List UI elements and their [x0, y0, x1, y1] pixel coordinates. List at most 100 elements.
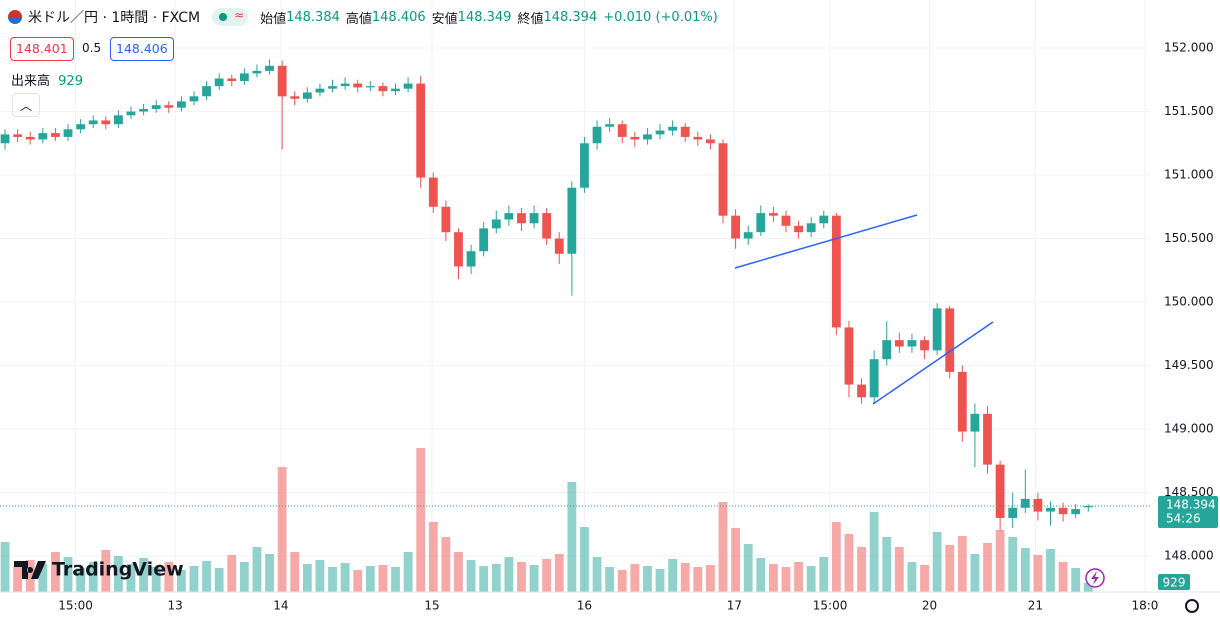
volume-bar: [907, 562, 917, 592]
candle-body: [176, 101, 186, 108]
candle-body: [504, 213, 514, 220]
y-tick-label: 149.500: [1164, 358, 1214, 372]
candle-body: [491, 219, 501, 229]
candle-body: [365, 86, 375, 88]
volume-bar: [139, 558, 149, 592]
x-tick-label: 18:0: [1131, 599, 1158, 613]
volume-legend: 出来高 929: [11, 70, 83, 89]
y-tick-label: 148.500: [1164, 485, 1214, 499]
volume-bar: [781, 567, 791, 592]
brand-logo: [14, 561, 46, 579]
candle-body: [920, 340, 929, 351]
candle-body: [668, 126, 678, 131]
volume-bar: [869, 512, 879, 592]
collapse-button[interactable]: ︿: [12, 93, 40, 117]
volume-bar: [983, 543, 992, 592]
brand: TradingView: [52, 559, 184, 581]
candle-body: [151, 105, 161, 109]
candle-body: [265, 65, 274, 71]
x-tick-label: 15:00: [58, 599, 93, 613]
candle-body: [592, 126, 602, 144]
bid[interactable]: 148.401: [10, 37, 74, 61]
candle-body: [113, 115, 123, 125]
candle-body: [1008, 507, 1018, 518]
y-tick-label: 150.000: [1164, 295, 1214, 309]
candle-body: [857, 384, 866, 398]
candle-body: [88, 120, 98, 125]
info-value: 148.394: [543, 9, 598, 25]
volume-bar: [454, 552, 463, 592]
volume-bar: [768, 564, 778, 592]
volume-bar: [189, 566, 199, 592]
volume-bar: [1008, 537, 1018, 592]
candle-body: [844, 327, 854, 385]
volume-bar: [214, 568, 224, 592]
volume-bar: [1046, 549, 1055, 592]
candle-body: [567, 187, 577, 254]
candle-body: [391, 88, 400, 92]
volume-bar: [403, 552, 413, 592]
candle-body: [466, 251, 476, 267]
candle-body: [214, 78, 224, 87]
volume-bar: [806, 566, 816, 592]
price-tag-value: 148.394: [1166, 498, 1216, 512]
volume-bar: [1083, 582, 1093, 592]
y-tick-label: 151.000: [1164, 168, 1214, 182]
volume-bar: [491, 564, 501, 592]
volume-bar: [315, 560, 325, 592]
candle-body: [378, 86, 388, 92]
volume-bar: [995, 530, 1005, 592]
candle-body: [0, 134, 10, 144]
candle-body: [1083, 506, 1093, 508]
candle-body: [189, 96, 199, 102]
volume-bar: [51, 552, 60, 592]
candle-body: [403, 83, 413, 89]
volume-bar: [1033, 555, 1043, 592]
candle-body: [302, 92, 312, 99]
candle-body: [353, 83, 363, 88]
candle-body: [63, 129, 73, 137]
candle-body: [1020, 498, 1030, 508]
candle-body: [416, 83, 426, 178]
volume-bar: [1058, 562, 1068, 592]
volume-bar: [113, 556, 123, 592]
volume-bar: [819, 557, 829, 592]
candle-body: [328, 86, 337, 89]
candle-body: [542, 213, 552, 239]
y-tick-label: 150.500: [1164, 231, 1214, 245]
volume-bar: [504, 557, 514, 592]
volume-bar: [655, 569, 665, 592]
x-tick-label: 15: [424, 599, 439, 613]
volume-bar: [353, 570, 363, 592]
volume-bar: [693, 567, 703, 592]
candle-body: [894, 340, 904, 347]
volume-bar: [605, 567, 615, 592]
candle-body: [970, 413, 980, 432]
volume-bar: [441, 537, 451, 592]
volume-bar: [882, 537, 892, 592]
volume-bar: [63, 557, 73, 592]
candle-body: [76, 124, 86, 130]
candle-body: [252, 70, 262, 74]
candle-body: [51, 133, 60, 137]
candle-body: [239, 73, 249, 82]
candle-body: [630, 136, 640, 140]
x-tick-label: 15:00: [813, 599, 848, 613]
candle-body: [340, 83, 350, 87]
candle-body: [164, 105, 174, 108]
volume-bar: [668, 559, 678, 592]
candle-body: [1058, 507, 1068, 515]
settings-icon[interactable]: [1185, 599, 1199, 613]
y-tick-label: 152.000: [1164, 41, 1214, 55]
candle-body: [25, 136, 35, 140]
ask[interactable]: 148.406: [110, 37, 174, 61]
candle-body: [139, 108, 149, 112]
title: 米ドル／円 · 1時間 · FXCM: [28, 10, 201, 26]
volume-bar: [554, 554, 564, 592]
volume-bar: [176, 570, 186, 592]
volume-bar: [529, 565, 539, 592]
volume-tag-value: 929: [1163, 576, 1186, 590]
volume-bar: [1071, 568, 1081, 592]
